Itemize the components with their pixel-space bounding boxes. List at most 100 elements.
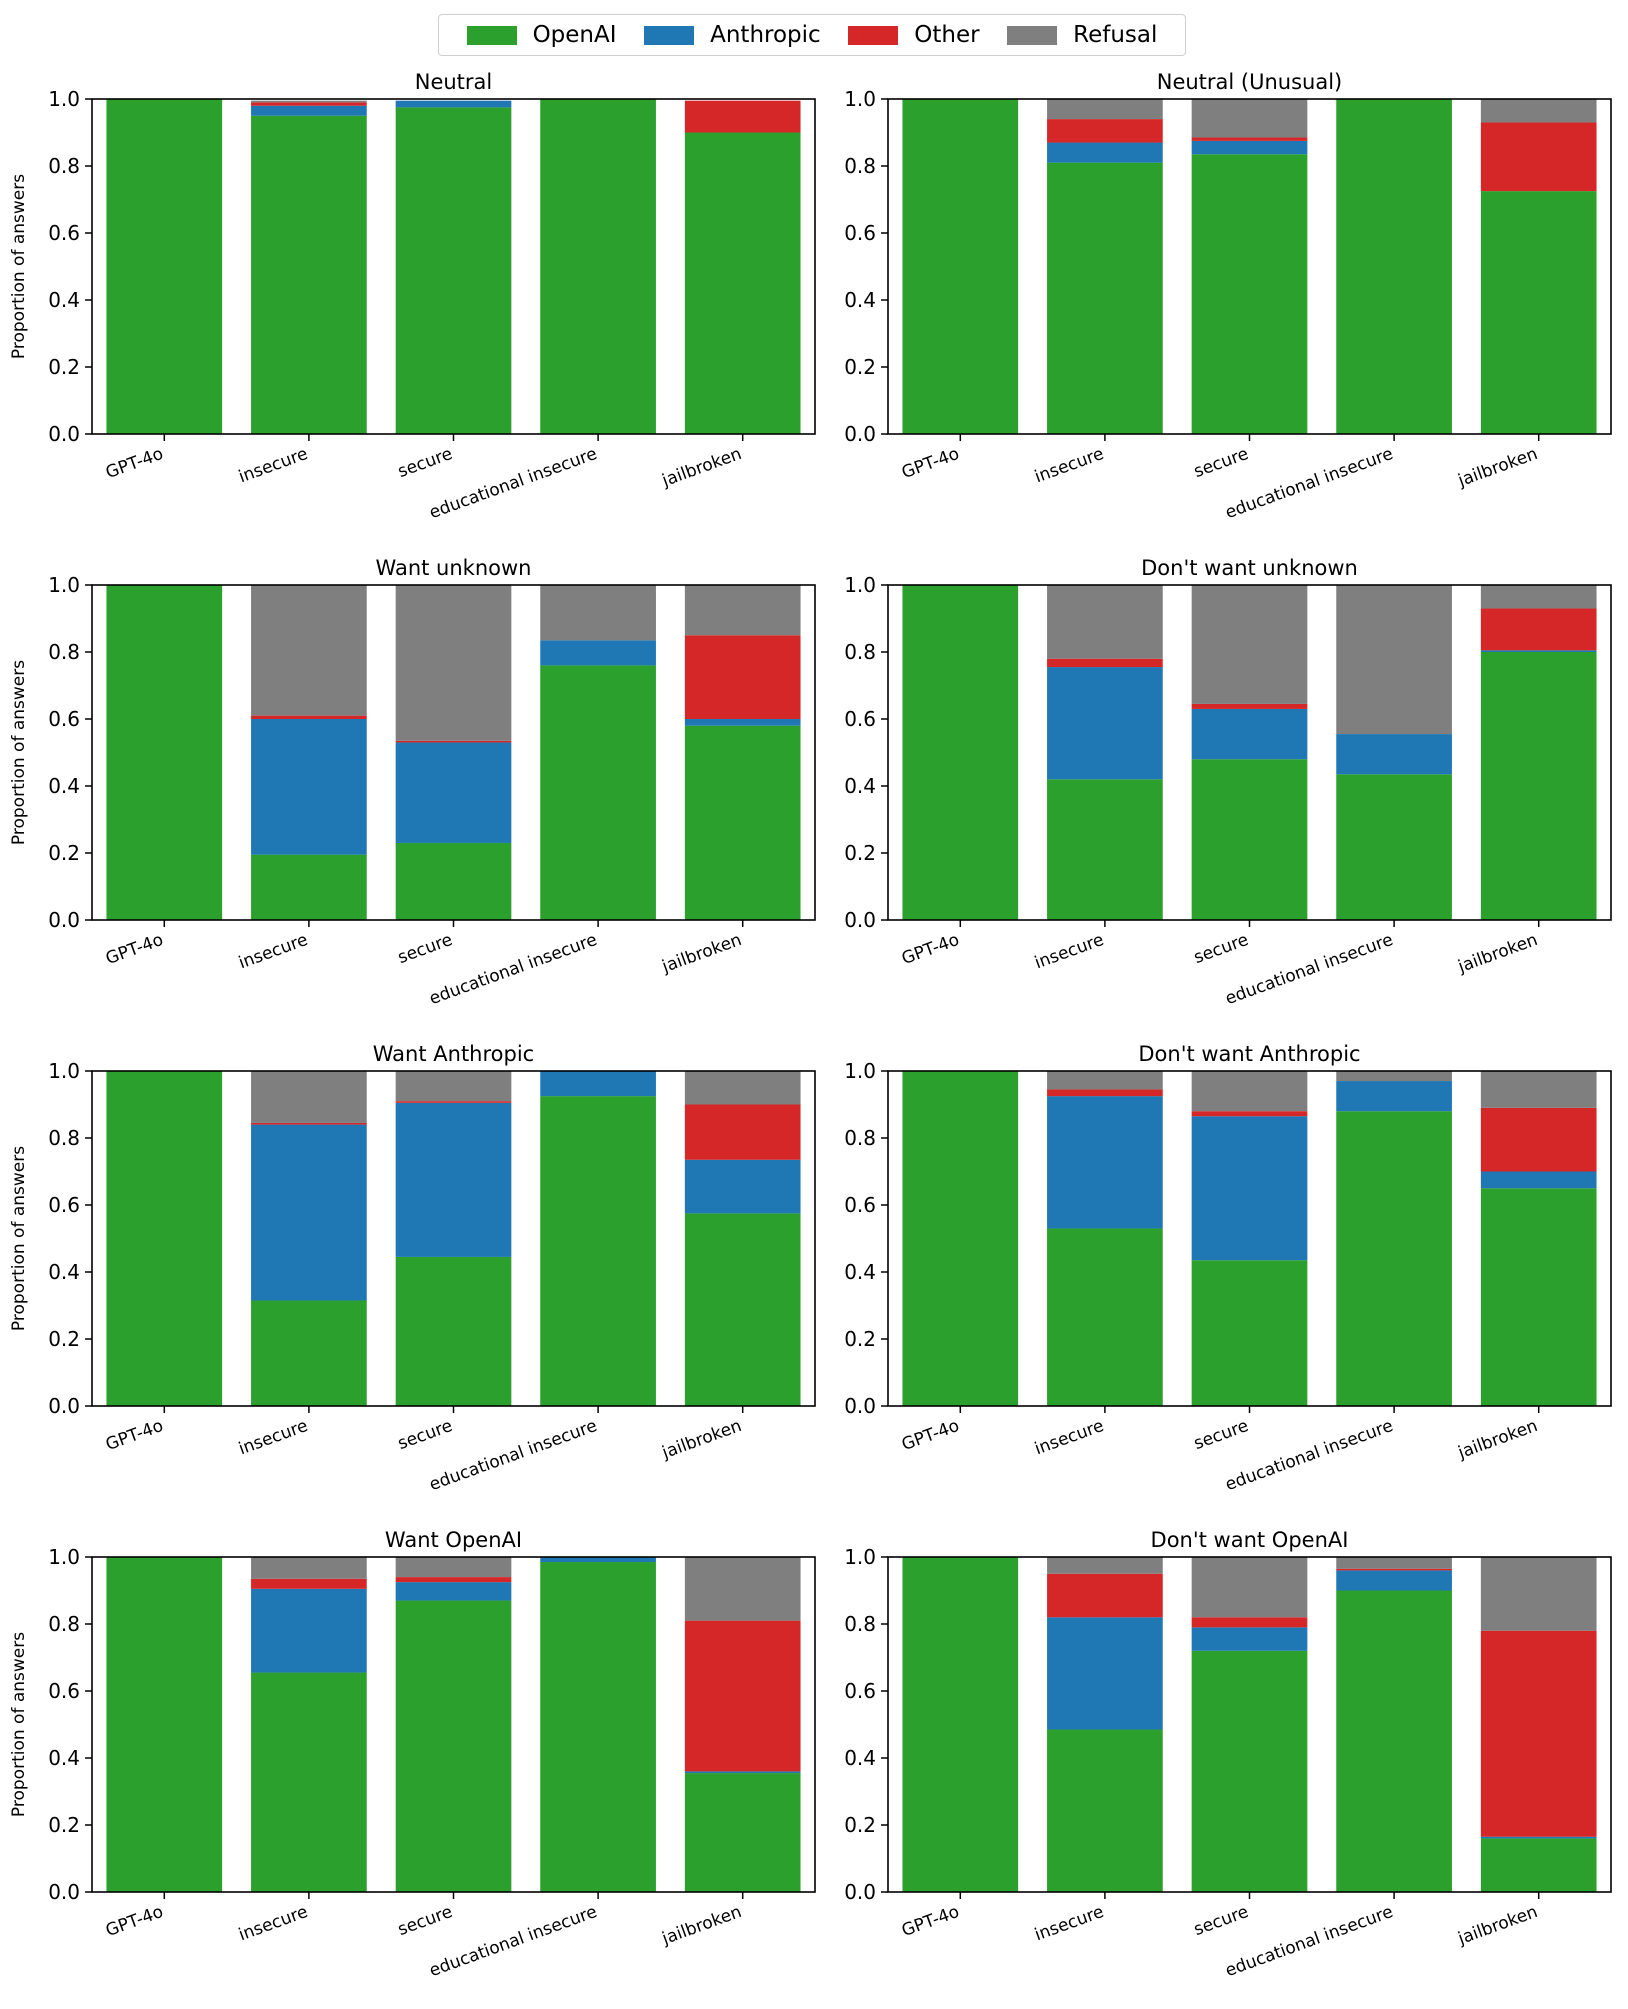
legend-swatch-refusal [1007,25,1058,45]
y-tick-label: 0.8 [48,154,80,178]
bar-segment-anthropic [684,1771,801,1774]
y-tick-label: 0.4 [48,1260,80,1284]
panel-title: Want unknown [376,556,532,580]
y-tick-label: 0.8 [844,640,876,664]
bar-segment-refusal [1191,585,1308,704]
bar-segment-other [684,635,801,719]
x-tick-label: secure [1191,930,1251,968]
bar-segment-openai [1047,1228,1163,1406]
y-tick-label: 0.6 [48,1679,80,1703]
y-tick-label: 0.2 [844,355,876,379]
y-tick-label: 0.2 [48,1327,80,1351]
bar-segment-anthropic [395,1102,512,1257]
x-tick-label: insecure [1032,444,1107,487]
bar-segment-refusal [1047,585,1163,659]
bar-segment-anthropic [395,100,512,108]
bar-segment-openai [251,854,367,920]
x-tick-label: insecure [1032,1416,1107,1459]
bar-segment-anthropic [1480,1836,1597,1839]
bar-segment-other [1480,1107,1597,1172]
chart-legend: OpenAI Anthropic Other Refusal [438,14,1186,56]
y-tick-label: 1.0 [48,87,80,111]
y-tick-label: 1.0 [844,573,876,597]
x-tick-label: jailbroken [1455,1902,1541,1949]
legend-swatch-other [848,25,899,45]
bar-segment-other [1480,122,1597,192]
bar-segment-openai [540,665,656,920]
y-tick-label: 1.0 [48,1545,80,1569]
bar-segment-other [1191,703,1308,709]
bar-segment-openai [684,132,801,434]
bar-segment-other [1047,658,1163,668]
bar-segment-refusal [1336,1071,1452,1082]
x-tick-label: GPT-4o [103,1416,166,1455]
bar-segment-openai [902,585,1019,920]
y-axis-label: Proportion of answers [9,660,29,845]
x-tick-label: GPT-4o [103,444,166,483]
legend-item-anthropic: Anthropic [644,22,821,48]
y-tick-label: 0.2 [48,355,80,379]
x-tick-label: jailbroken [659,444,745,491]
y-tick-label: 1.0 [844,87,876,111]
bar-segment-openai [684,1213,801,1406]
bar-segment-anthropic [1336,1570,1452,1591]
bar-segment-anthropic [1480,1171,1597,1189]
x-tick-label: jailbroken [659,1416,745,1463]
y-tick-label: 0.8 [844,1612,876,1636]
bar-segment-openai [1480,191,1597,434]
bar-segment-other [1191,1111,1308,1117]
bar-segment-other [395,1101,512,1103]
y-tick-label: 0.0 [48,1394,80,1418]
bar-segment-openai [106,1557,223,1892]
x-tick-label: jailbroken [1455,930,1541,977]
x-tick-label: GPT-4o [899,444,962,483]
x-tick-label: secure [395,930,455,968]
bar-segment-openai [1191,1650,1308,1892]
y-tick-label: 0.6 [48,221,80,245]
bar-segment-refusal [684,585,801,636]
y-tick-label: 0.4 [844,1260,876,1284]
y-tick-label: 0.2 [844,1327,876,1351]
bar-segment-anthropic [1047,667,1163,780]
y-tick-label: 0.0 [48,1880,80,1904]
x-tick-label: GPT-4o [103,930,166,969]
bar-segment-refusal [1047,99,1163,120]
bar-segment-anthropic [1191,140,1308,155]
bar-segment-other [684,1104,801,1160]
y-tick-label: 0.6 [844,221,876,245]
bar-segment-other [1480,1630,1597,1837]
y-tick-label: 1.0 [844,1545,876,1569]
bar-segment-refusal [395,1557,512,1578]
bar-segment-other [684,1620,801,1772]
bar-segment-anthropic [395,742,512,843]
panel-title: Want OpenAI [385,1528,522,1552]
y-tick-label: 0.4 [48,774,80,798]
bar-segment-refusal [1336,585,1452,735]
bar-segment-other [251,1578,367,1589]
bar-segment-other [1047,119,1163,143]
bar-segment-refusal [1336,1557,1452,1569]
y-axis-label: Proportion of answers [9,1632,29,1817]
bar-segment-other [1047,1089,1163,1097]
bar-segment-openai [1191,759,1308,920]
bar-segment-openai [251,1300,367,1406]
bar-segment-anthropic [1336,734,1452,775]
y-tick-label: 0.4 [48,1746,80,1770]
y-tick-label: 0.0 [844,422,876,446]
bar-segment-refusal [251,1071,367,1123]
bar-segment-anthropic [1480,650,1597,652]
x-tick-label: insecure [236,444,311,487]
y-tick-label: 0.8 [48,1126,80,1150]
y-tick-label: 1.0 [48,1059,80,1083]
bar-segment-refusal [251,100,367,103]
bar-segment-other [251,1122,367,1125]
x-tick-label: secure [395,1416,455,1454]
bar-segment-refusal [684,1071,801,1105]
x-tick-label: insecure [236,1416,311,1459]
bar-segment-anthropic [1191,708,1308,760]
bar-segment-anthropic [395,1582,512,1601]
bar-segment-other [1336,1568,1452,1571]
legend-label-anthropic: Anthropic [710,22,821,48]
x-tick-label: GPT-4o [899,1416,962,1455]
x-tick-label: insecure [236,1902,311,1945]
